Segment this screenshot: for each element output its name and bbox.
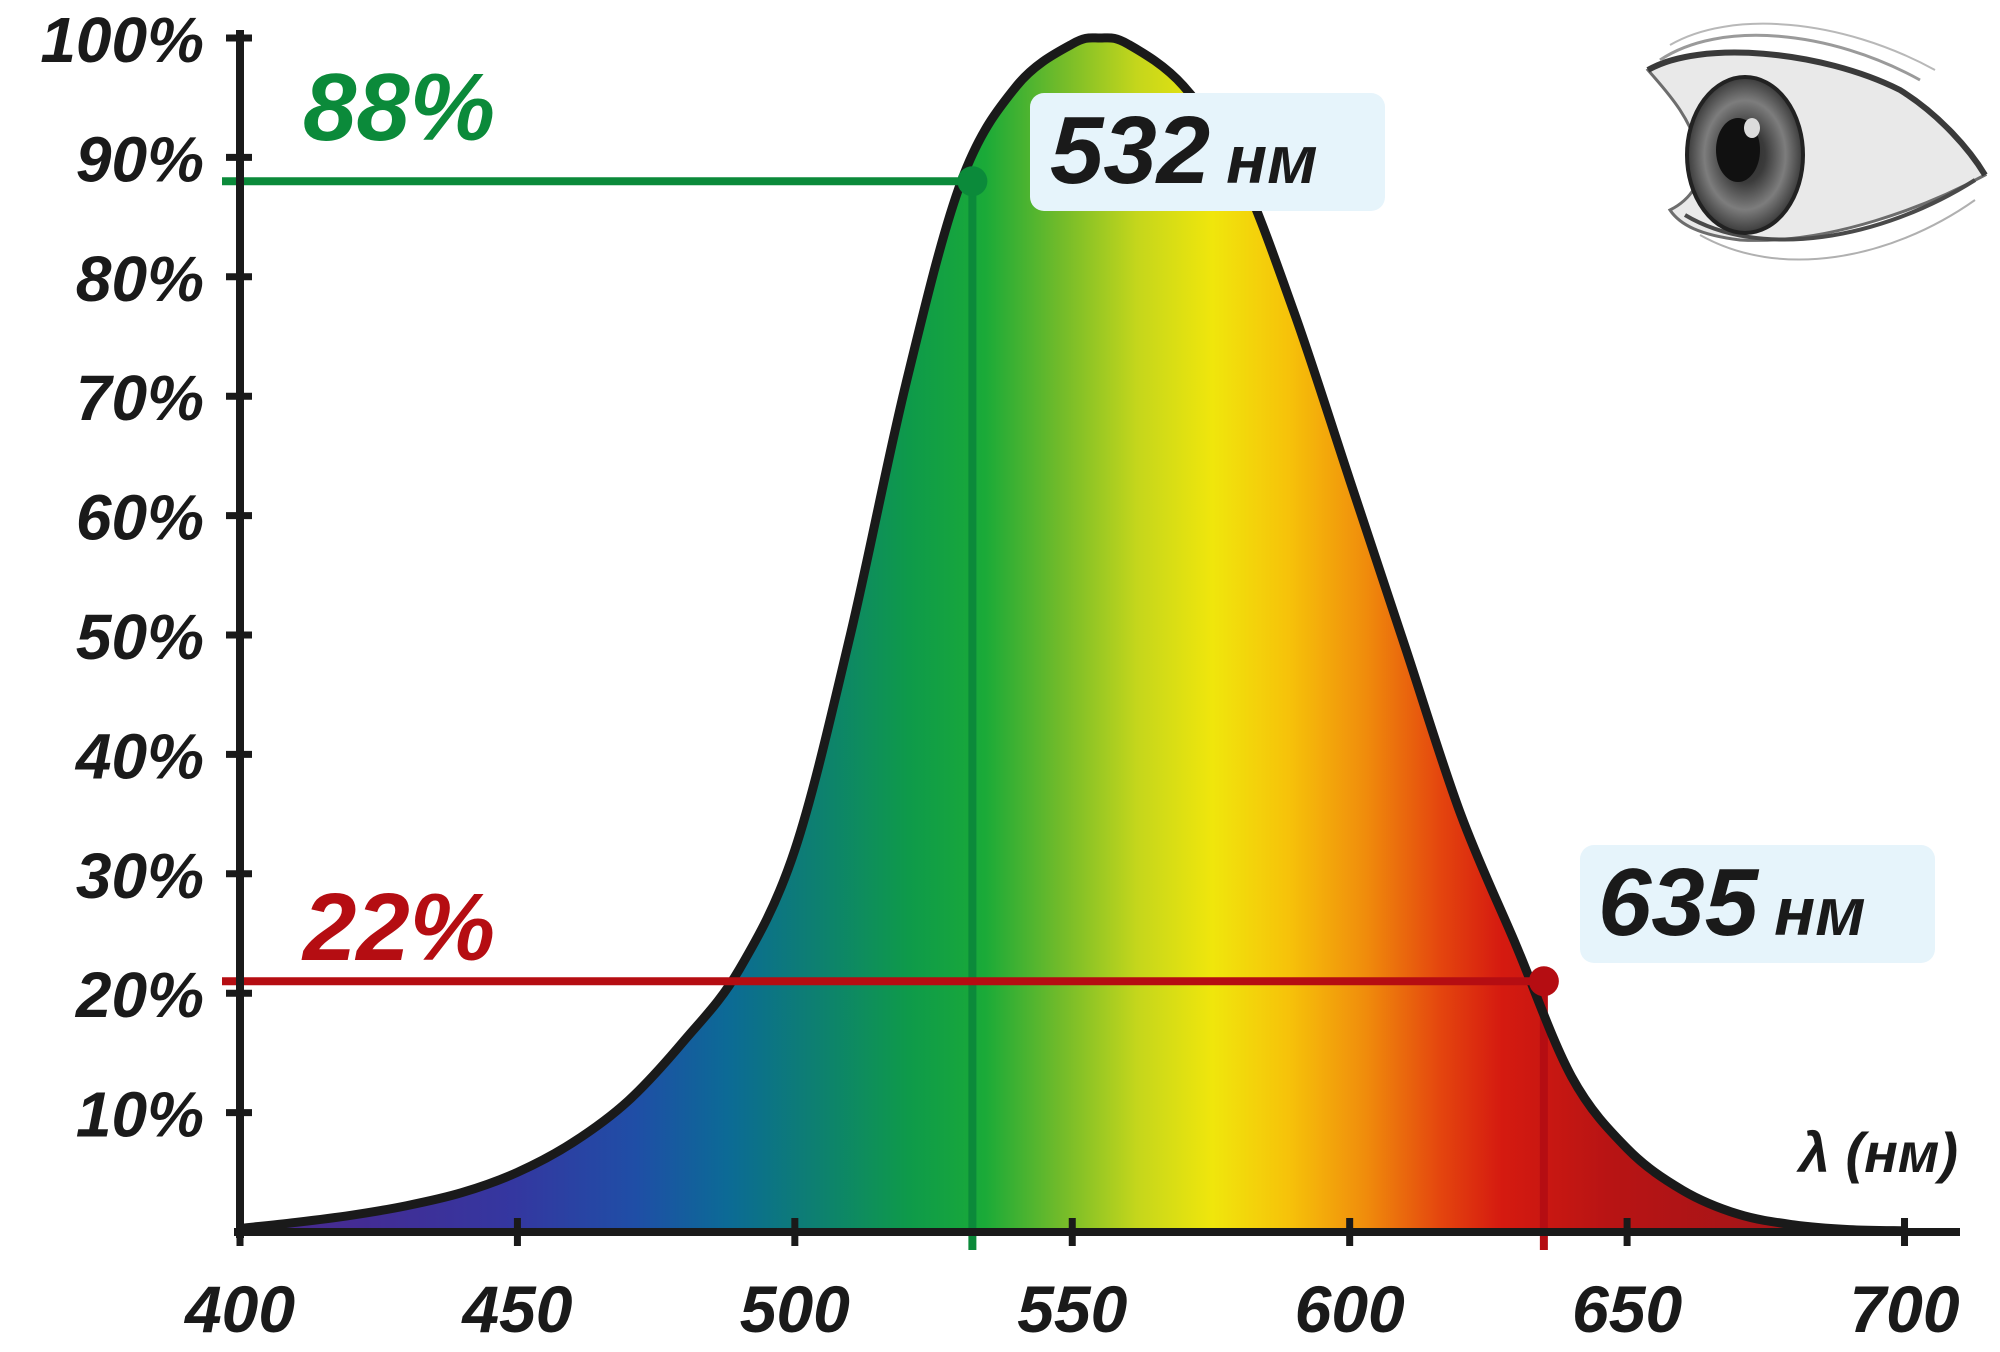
x-tick-label-600: 600 — [1295, 1272, 1405, 1346]
x-tick-label-700: 700 — [1849, 1272, 1959, 1346]
badge-635: 635 нм — [1580, 845, 1935, 963]
y-tick-label-70: 70% — [76, 362, 204, 434]
y-tick-label-60: 60% — [76, 482, 204, 554]
annotation-88-label: 88% — [303, 54, 495, 161]
y-tick-label-50: 50% — [76, 601, 204, 673]
y-tick-label-90: 90% — [76, 123, 204, 195]
marker-532 — [957, 166, 988, 197]
badge-532: 532 нм — [1030, 93, 1385, 211]
badge-635-value: 635 — [1598, 849, 1760, 956]
x-tick-label-650: 650 — [1572, 1272, 1682, 1346]
y-tick-label-40: 40% — [74, 720, 204, 792]
y-tick-label-30: 30% — [76, 840, 204, 912]
y-tick-label-20: 20% — [75, 959, 204, 1031]
annotation-22-label: 22% — [301, 874, 495, 981]
badge-635-unit: нм — [1774, 874, 1865, 950]
plot-area: 10% 20% 30% 40% 50% 60% 70% 80% 90% 100% 400 450 500… — [40, 4, 1960, 1346]
marker-635 — [1528, 966, 1559, 997]
x-axis-unit-label: λ (нм) — [1796, 1121, 1958, 1184]
spectrum-area — [240, 37, 1905, 1232]
y-tick-label-100: 100% — [40, 4, 204, 76]
y-tick-label-10: 10% — [76, 1079, 204, 1151]
x-tick-label-400: 400 — [183, 1272, 295, 1346]
x-tick-label-450: 450 — [460, 1272, 572, 1346]
y-tick-label-80: 80% — [76, 243, 204, 315]
x-tick-label-500: 500 — [740, 1272, 850, 1346]
eye-icon — [1645, 22, 1988, 261]
x-tick-label-550: 550 — [1017, 1272, 1127, 1346]
badge-532-value: 532 — [1050, 97, 1210, 204]
sensitivity-curve — [239, 33, 1905, 1236]
badge-532-unit: нм — [1226, 122, 1317, 198]
